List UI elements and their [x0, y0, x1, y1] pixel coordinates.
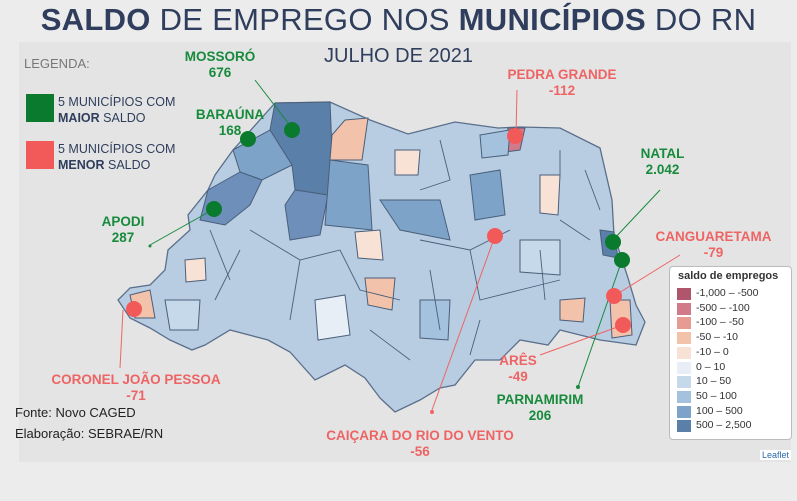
- ares-marker: [615, 317, 631, 333]
- barauna-marker: [240, 131, 256, 147]
- source-text: Fonte: Novo CAGED: [15, 405, 136, 420]
- leader-dot: [148, 244, 152, 248]
- scale-label: -1,000 – -500: [696, 287, 759, 299]
- scale-swatch: [677, 361, 691, 374]
- label-canguaretama: CANGUARETAMA -79: [655, 229, 772, 260]
- scale-label: 500 – 2,500: [696, 419, 752, 432]
- label-coronel-joao-pessoa: CORONEL JOÃO PESSOA -71: [51, 372, 221, 403]
- south-light-2: [364, 277, 396, 311]
- scale-swatch: [677, 302, 691, 315]
- mid-light-1: [394, 149, 421, 176]
- scale-label: -50 – -10: [696, 331, 739, 344]
- scale-item: -1,000 – -500: [677, 287, 789, 301]
- scale-item: 50 – 100: [677, 390, 789, 404]
- canguaretama-marker: [606, 288, 622, 304]
- legend-bottom-swatch: [26, 141, 54, 169]
- pedra-grande-marker: [507, 128, 523, 144]
- scale-title: saldo de empregos: [678, 270, 779, 282]
- scale-label: 0 – 10: [696, 360, 726, 373]
- scale-label: 50 – 100: [696, 389, 737, 402]
- scale-item: 500 – 2,500: [677, 419, 789, 433]
- east-mid-4: [519, 239, 561, 276]
- label-pedra-grande: PEDRA GRANDE -112: [507, 67, 617, 98]
- label-parnamirim: PARNAMIRIM 206: [496, 392, 584, 423]
- leaflet-attribution[interactable]: Leaflet: [760, 450, 792, 460]
- page-subtitle: JULHO DE 2021: [324, 45, 473, 67]
- parnamirim-marker: [614, 252, 630, 268]
- scale-label: 100 – 500: [696, 404, 743, 417]
- page-title: SALDO DE EMPREGO NOS MUNICÍPIOS DO RN: [40, 2, 757, 37]
- label-natal: NATAL 2.042: [640, 146, 685, 177]
- mossoro-marker: [284, 122, 300, 138]
- scale-item: 10 – 50: [677, 375, 789, 389]
- scale-swatch: [677, 346, 691, 359]
- legend-top-text: 5 MUNICÍPIOS COM MAIOR SALDO: [58, 95, 176, 125]
- scale-item: 0 – 10: [677, 361, 789, 375]
- legend-bottom-text: 5 MUNICÍPIOS COM MENOR SALDO: [58, 142, 176, 172]
- scale-item: -10 – 0: [677, 346, 789, 360]
- inner-lines: [209, 139, 601, 361]
- label-ares: ARÊS -49: [499, 353, 537, 384]
- scale-label: -10 – 0: [696, 345, 729, 358]
- scale-label: -100 – -50: [696, 316, 744, 329]
- east-region-3: [539, 174, 561, 216]
- legend-heading: LEGENDA:: [24, 56, 90, 71]
- legend-top-swatch: [26, 94, 54, 122]
- scale-swatch: [677, 288, 691, 300]
- apodi-marker: [206, 201, 222, 217]
- caicara-marker: [487, 228, 503, 244]
- scale-swatch: [677, 317, 691, 330]
- central-region: [324, 159, 373, 231]
- label-apodi: APODI 287: [101, 214, 145, 245]
- south-light-1: [354, 229, 384, 261]
- scale-swatch: [677, 376, 691, 389]
- scale-label: -500 – -100: [696, 301, 750, 314]
- color-scale-legend: saldo de empregos -1,000 – -500 -500 – -1…: [669, 266, 792, 440]
- author-text: Elaboração: SEBRAE/RN: [15, 426, 164, 441]
- west-light-2: [184, 257, 207, 283]
- south-mid-1: [419, 299, 451, 341]
- east-region-1: [379, 199, 451, 241]
- southeast-light-1: [559, 297, 586, 323]
- south-mid-2: [314, 294, 351, 341]
- east-region-2: [469, 169, 506, 221]
- west-mid-1: [164, 299, 201, 331]
- scale-swatch: [677, 420, 691, 433]
- scale-swatch: [677, 332, 691, 345]
- acu-region: [284, 189, 329, 241]
- leader-dot: [576, 385, 580, 389]
- scale-item: -500 – -100: [677, 302, 789, 316]
- scale-label: 10 – 50: [696, 375, 732, 388]
- natal-marker: [605, 234, 621, 250]
- label-mossoro: MOSSORÓ 676: [184, 49, 256, 80]
- coronel-joao-pessoa-marker: [126, 301, 142, 317]
- scale-item: -100 – -50: [677, 316, 789, 330]
- scale-item: 100 – 500: [677, 405, 789, 419]
- label-barauna: BARAÚNA 168: [195, 107, 265, 138]
- leader-dot: [430, 410, 434, 414]
- north-coast-1: [329, 117, 369, 161]
- scale-swatch: [677, 390, 691, 403]
- scale-item: -50 – -10: [677, 331, 789, 345]
- scale-swatch: [677, 405, 691, 418]
- label-caicara: CAIÇARA DO RIO DO VENTO -56: [326, 428, 514, 459]
- north-mid-1: [479, 129, 511, 159]
